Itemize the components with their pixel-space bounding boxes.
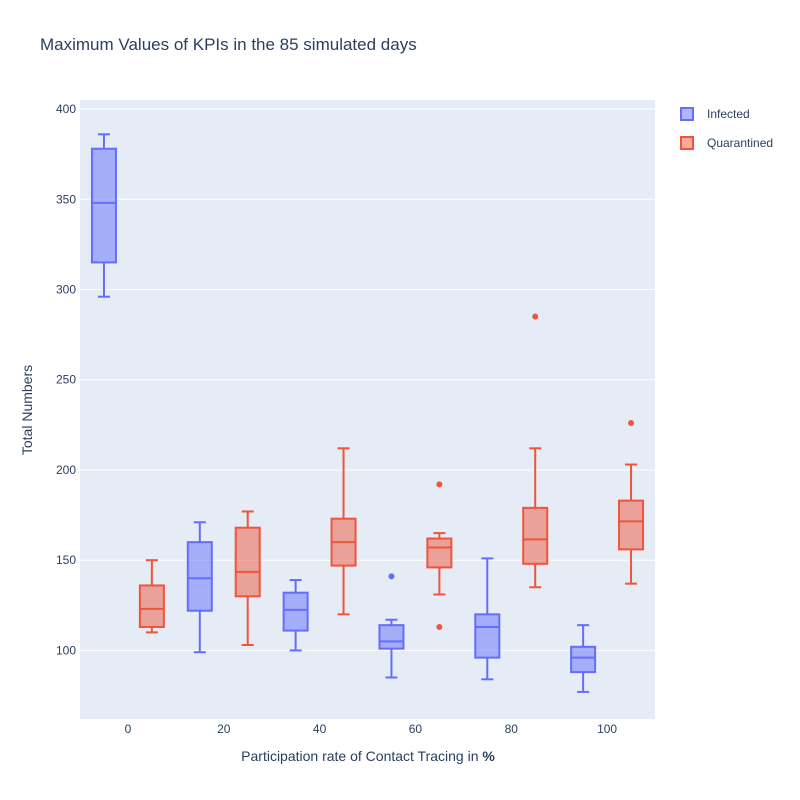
legend-swatch — [680, 107, 694, 121]
x-tick-label: 20 — [217, 722, 231, 736]
box-body — [474, 613, 501, 659]
box-body — [186, 541, 213, 612]
box-body — [618, 499, 645, 551]
outlier-point[interactable] — [532, 313, 539, 320]
chart-title: Maximum Values of KPIs in the 85 simulat… — [40, 35, 417, 54]
box-body — [378, 624, 405, 650]
box-body — [282, 591, 309, 632]
outlier-point[interactable] — [436, 481, 443, 488]
box-body — [234, 526, 261, 598]
legend-label: Quarantined — [707, 136, 773, 150]
x-axis-title-text: Participation rate of Contact Tracing in — [241, 748, 482, 764]
y-tick-label: 350 — [56, 192, 76, 206]
box-body — [522, 506, 549, 565]
x-axis-title: Participation rate of Contact Tracing in… — [241, 748, 495, 764]
legend[interactable]: Infected Quarantined — [680, 107, 773, 150]
outlier-point[interactable] — [436, 623, 443, 630]
y-axis-ticks: 100 150 200 250 300 350 400 — [56, 102, 76, 657]
grid-lines — [80, 108, 655, 651]
x-axis-ticks: 0 20 40 60 80 100 — [125, 722, 618, 736]
box-body — [138, 584, 165, 628]
y-tick-label: 150 — [56, 553, 76, 567]
outlier-point[interactable] — [388, 573, 395, 580]
box-infected-40[interactable] — [282, 579, 309, 652]
x-axis-title-unit: % — [482, 748, 495, 764]
box-infected-80[interactable] — [474, 557, 501, 681]
y-tick-label: 250 — [56, 373, 76, 387]
box-quarantined-80[interactable] — [522, 313, 549, 589]
x-tick-label: 0 — [125, 722, 132, 736]
box-quarantined-40[interactable] — [330, 447, 357, 616]
box-quarantined-100[interactable] — [618, 420, 645, 585]
box-body — [570, 645, 597, 674]
legend-swatch — [680, 136, 694, 150]
plot-area — [80, 100, 655, 719]
box-series — [90, 133, 645, 693]
series-infected — [90, 133, 597, 693]
box-body — [90, 147, 117, 264]
box-infected-60[interactable] — [378, 573, 405, 679]
outlier-point[interactable] — [628, 420, 635, 427]
legend-label: Infected — [707, 107, 750, 121]
box-quarantined-20[interactable] — [234, 510, 261, 647]
box-body — [426, 537, 453, 569]
box-infected-20[interactable] — [186, 521, 213, 654]
box-quarantined-60[interactable] — [426, 481, 453, 630]
y-tick-label: 200 — [56, 463, 76, 477]
x-tick-label: 80 — [505, 722, 519, 736]
box-infected-100[interactable] — [570, 624, 597, 693]
x-tick-label: 60 — [409, 722, 423, 736]
y-tick-label: 300 — [56, 282, 76, 296]
box-quarantined-0[interactable] — [138, 559, 165, 634]
y-axis-title: Total Numbers — [19, 365, 35, 455]
y-tick-label: 400 — [56, 102, 76, 116]
x-tick-label: 100 — [597, 722, 617, 736]
y-tick-label: 100 — [56, 643, 76, 657]
legend-item-quarantined[interactable]: Quarantined — [680, 136, 773, 150]
x-tick-label: 40 — [313, 722, 327, 736]
series-quarantined — [138, 313, 645, 647]
legend-item-infected[interactable]: Infected — [680, 107, 750, 121]
box-infected-0[interactable] — [90, 133, 117, 298]
